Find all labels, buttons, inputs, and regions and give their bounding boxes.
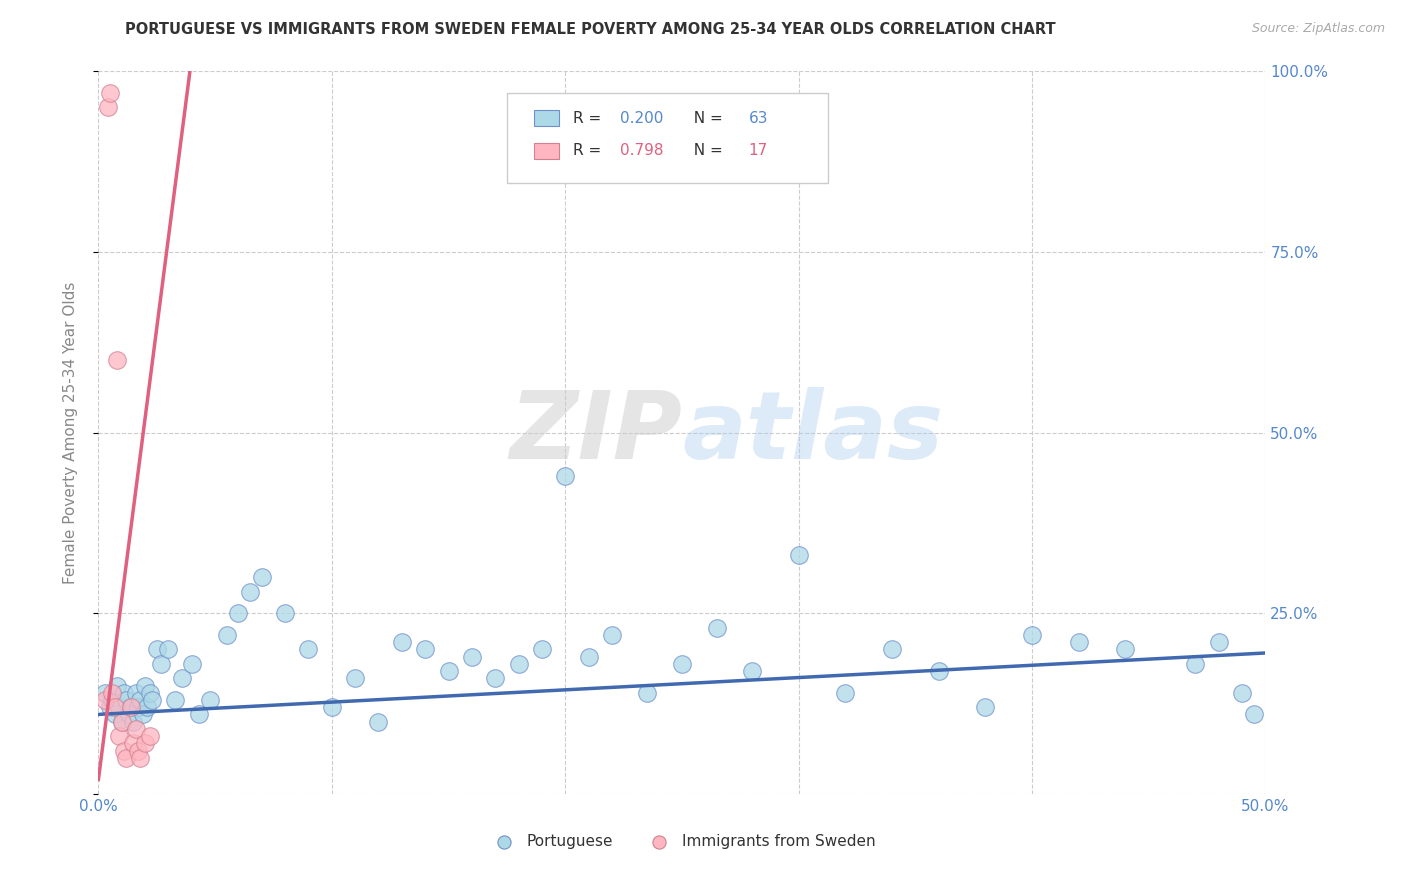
Point	[1243, 707, 1265, 722]
Text: 0.798: 0.798	[620, 144, 664, 159]
Point	[200, 693, 222, 707]
Point	[578, 649, 600, 664]
Text: 17: 17	[748, 144, 768, 159]
Point	[834, 686, 856, 700]
Point	[105, 353, 128, 368]
Point	[122, 736, 145, 750]
Point	[104, 700, 127, 714]
Point	[115, 751, 138, 765]
Point	[554, 469, 576, 483]
Point	[391, 635, 413, 649]
Point	[530, 642, 553, 657]
Legend: Portuguese, Immigrants from Sweden: Portuguese, Immigrants from Sweden	[482, 828, 882, 855]
Text: Source: ZipAtlas.com: Source: ZipAtlas.com	[1251, 22, 1385, 36]
Point	[108, 700, 131, 714]
Point	[187, 707, 209, 722]
Point	[111, 714, 134, 729]
Text: atlas: atlas	[682, 386, 943, 479]
Point	[787, 549, 810, 563]
Point	[1184, 657, 1206, 671]
Point	[97, 101, 120, 115]
Point	[928, 664, 950, 678]
Point	[101, 686, 124, 700]
Point	[127, 743, 149, 757]
Text: 63: 63	[748, 111, 768, 126]
Point	[129, 751, 152, 765]
FancyBboxPatch shape	[534, 111, 560, 127]
Point	[321, 700, 343, 714]
Point	[671, 657, 693, 671]
Point	[125, 722, 148, 736]
Point	[180, 657, 202, 671]
Point	[127, 700, 149, 714]
Point	[112, 743, 135, 757]
Point	[101, 693, 124, 707]
Point	[484, 671, 506, 685]
Point	[741, 664, 763, 678]
Point	[111, 714, 134, 729]
FancyBboxPatch shape	[506, 93, 828, 184]
Point	[157, 642, 180, 657]
Point	[367, 714, 389, 729]
Point	[134, 678, 156, 692]
Point	[98, 86, 121, 100]
Text: PORTUGUESE VS IMMIGRANTS FROM SWEDEN FEMALE POVERTY AMONG 25-34 YEAR OLDS CORREL: PORTUGUESE VS IMMIGRANTS FROM SWEDEN FEM…	[125, 22, 1056, 37]
Point	[125, 686, 148, 700]
Point	[1230, 686, 1253, 700]
Point	[129, 693, 152, 707]
Point	[165, 693, 187, 707]
Point	[120, 700, 142, 714]
Point	[250, 570, 273, 584]
Point	[141, 693, 163, 707]
Point	[108, 729, 131, 743]
Text: 0.200: 0.200	[620, 111, 664, 126]
Point	[115, 693, 138, 707]
Point	[974, 700, 997, 714]
Point	[132, 707, 155, 722]
Point	[706, 621, 728, 635]
Text: ZIP: ZIP	[509, 386, 682, 479]
Point	[461, 649, 484, 664]
Point	[215, 628, 238, 642]
Point	[228, 607, 250, 621]
Point	[150, 657, 173, 671]
Point	[134, 736, 156, 750]
Point	[105, 678, 128, 692]
Point	[136, 700, 159, 714]
Point	[1208, 635, 1230, 649]
Point	[636, 686, 658, 700]
Text: N =: N =	[685, 144, 728, 159]
Point	[508, 657, 530, 671]
Point	[146, 642, 169, 657]
Point	[118, 707, 141, 722]
Point	[172, 671, 194, 685]
Point	[139, 729, 162, 743]
Point	[437, 664, 460, 678]
Point	[139, 686, 162, 700]
Point	[297, 642, 319, 657]
FancyBboxPatch shape	[534, 143, 560, 159]
Text: R =: R =	[574, 144, 606, 159]
Point	[880, 642, 903, 657]
Point	[94, 686, 117, 700]
Point	[1114, 642, 1136, 657]
Text: R =: R =	[574, 111, 606, 126]
Point	[274, 607, 297, 621]
Point	[122, 714, 145, 729]
Text: N =: N =	[685, 111, 728, 126]
Point	[239, 584, 262, 599]
Point	[94, 693, 117, 707]
Point	[413, 642, 436, 657]
Point	[1067, 635, 1090, 649]
Point	[98, 700, 121, 714]
Point	[112, 686, 135, 700]
Point	[1021, 628, 1043, 642]
Y-axis label: Female Poverty Among 25-34 Year Olds: Female Poverty Among 25-34 Year Olds	[63, 282, 77, 583]
Point	[104, 707, 127, 722]
Point	[600, 628, 623, 642]
Point	[120, 700, 142, 714]
Point	[344, 671, 367, 685]
